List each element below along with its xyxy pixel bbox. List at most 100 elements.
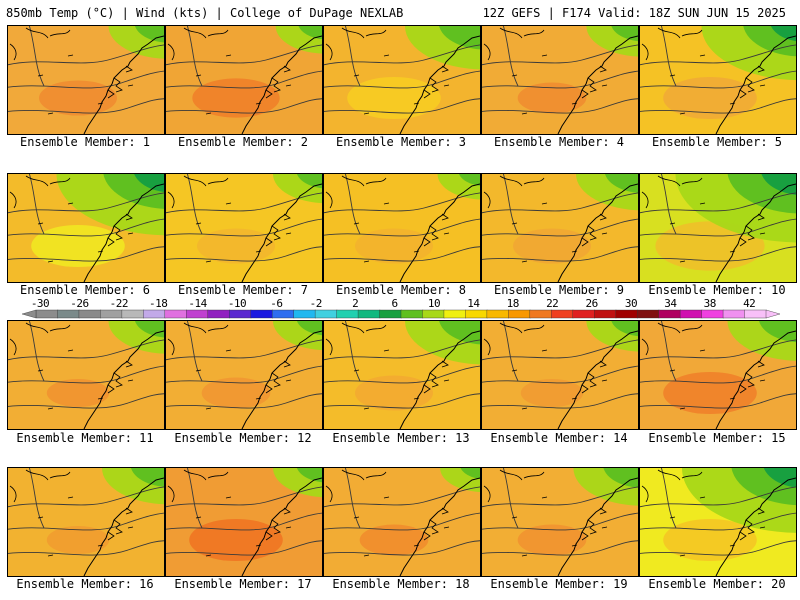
- cold-air-core: [134, 174, 164, 193]
- bay-outline: [107, 507, 133, 541]
- wind-barb: [443, 84, 450, 87]
- height-contour: [660, 468, 677, 529]
- bay-outline: [739, 65, 765, 99]
- height-contour: [482, 192, 638, 214]
- cool-air-core: [603, 468, 638, 488]
- bay-outline: [107, 65, 133, 99]
- height-contour: [640, 218, 796, 237]
- great-lakes-outline: [9, 469, 71, 503]
- ensemble-map: [481, 25, 639, 135]
- coastline: [399, 183, 480, 282]
- colorbar-tick-label: 38: [703, 297, 717, 310]
- cool-air-core: [458, 174, 480, 186]
- temperature-map: [8, 26, 164, 134]
- height-contour: [166, 98, 322, 114]
- colorbar-tick-label: 6: [391, 297, 399, 310]
- colorbar-tick-label: -2: [309, 297, 323, 310]
- height-contour: [166, 218, 322, 237]
- cool-air-core: [296, 468, 322, 483]
- ensemble-map: [165, 25, 323, 135]
- ensemble-member-label: Ensemble Member: 11: [16, 431, 154, 445]
- cool-air-core: [439, 321, 480, 345]
- ensemble-member-label: Ensemble Member: 9: [493, 283, 625, 297]
- wind-barb: [521, 260, 528, 263]
- height-contour: [502, 174, 519, 235]
- height-contour: [166, 393, 322, 409]
- bay-outline: [423, 360, 449, 394]
- ensemble-map: [323, 173, 481, 283]
- height-contour: [344, 26, 361, 87]
- cold-air-core: [763, 468, 796, 488]
- wind-barb: [127, 84, 134, 87]
- wind-barb: [255, 250, 262, 253]
- height-contour: [166, 486, 322, 508]
- temperature-anomaly-area: [355, 228, 433, 264]
- wind-barb: [669, 74, 676, 77]
- height-contour: [324, 218, 480, 237]
- wind-barb: [413, 102, 420, 105]
- bay-outline: [581, 507, 607, 541]
- wind-barb: [37, 516, 44, 519]
- great-lakes-outline: [9, 175, 71, 209]
- temperature-map: [166, 468, 322, 576]
- wind-barb: [383, 349, 390, 352]
- wind-barb: [285, 232, 292, 235]
- wind-barb: [97, 250, 104, 253]
- ensemble-member-label: Ensemble Member: 14: [490, 431, 628, 445]
- ensemble-member-label: Ensemble Member: 5: [651, 135, 783, 149]
- wind-barb: [195, 516, 202, 519]
- coastline: [83, 477, 164, 576]
- ensemble-member-label: Ensemble Member: 12: [174, 431, 312, 445]
- ensemble-member-label: Ensemble Member: 1: [19, 135, 151, 149]
- wind-barb: [383, 54, 390, 57]
- colorbar-swatch: [121, 309, 145, 319]
- wind-barb: [353, 74, 360, 77]
- great-lakes-outline: [483, 322, 545, 356]
- coastline: [83, 35, 164, 134]
- wind-barb: [443, 232, 450, 235]
- ensemble-member-label: Ensemble Member: 18: [332, 577, 470, 591]
- great-lakes-outline: [325, 322, 387, 356]
- wind-barb: [97, 102, 104, 105]
- colorbar-swatch: [336, 309, 359, 319]
- height-contour: [28, 174, 45, 235]
- colorbar-swatch: [722, 309, 746, 319]
- cool-air-core: [296, 321, 322, 336]
- temperature-map: [640, 26, 796, 134]
- cool-air-core: [134, 321, 164, 338]
- height-contour: [166, 70, 322, 89]
- wind-barb: [601, 232, 608, 235]
- bay-outline: [423, 507, 449, 541]
- temperature-map: [8, 174, 164, 282]
- height-contour: [344, 468, 361, 529]
- coastline: [241, 183, 322, 282]
- colorbar-swatch: [207, 309, 230, 319]
- temperature-anomaly-area: [517, 82, 587, 114]
- ensemble-member-label: Ensemble Member: 19: [490, 577, 628, 591]
- wind-barb: [669, 369, 676, 372]
- wind-barb: [679, 260, 686, 263]
- colorbar-tick-label: 30: [624, 297, 638, 310]
- colorbar-swatch: [271, 309, 295, 319]
- wind-barb: [67, 349, 74, 352]
- wind-barb: [699, 496, 706, 499]
- cool-air-core: [605, 174, 638, 193]
- ensemble-map: [323, 25, 481, 135]
- wind-barb: [729, 544, 736, 547]
- wind-barb: [363, 407, 370, 410]
- wind-barb: [205, 112, 212, 115]
- ensemble-map: [639, 25, 797, 135]
- height-contour: [8, 192, 164, 214]
- colorbar-swatch: [636, 309, 660, 319]
- colorbar-swatch: [465, 309, 488, 319]
- height-contour: [28, 26, 45, 87]
- colorbar-tick-label: 18: [506, 297, 520, 310]
- product-title: 850mb Temp (°C) | Wind (kts) | College o…: [6, 6, 404, 20]
- height-contour: [502, 468, 519, 529]
- cold-air-core: [761, 174, 796, 195]
- great-lakes-outline: [483, 175, 545, 209]
- height-contour: [482, 218, 638, 237]
- height-contour: [166, 512, 322, 531]
- wind-barb: [699, 202, 706, 205]
- ensemble-member-label: Ensemble Member: 10: [648, 283, 786, 297]
